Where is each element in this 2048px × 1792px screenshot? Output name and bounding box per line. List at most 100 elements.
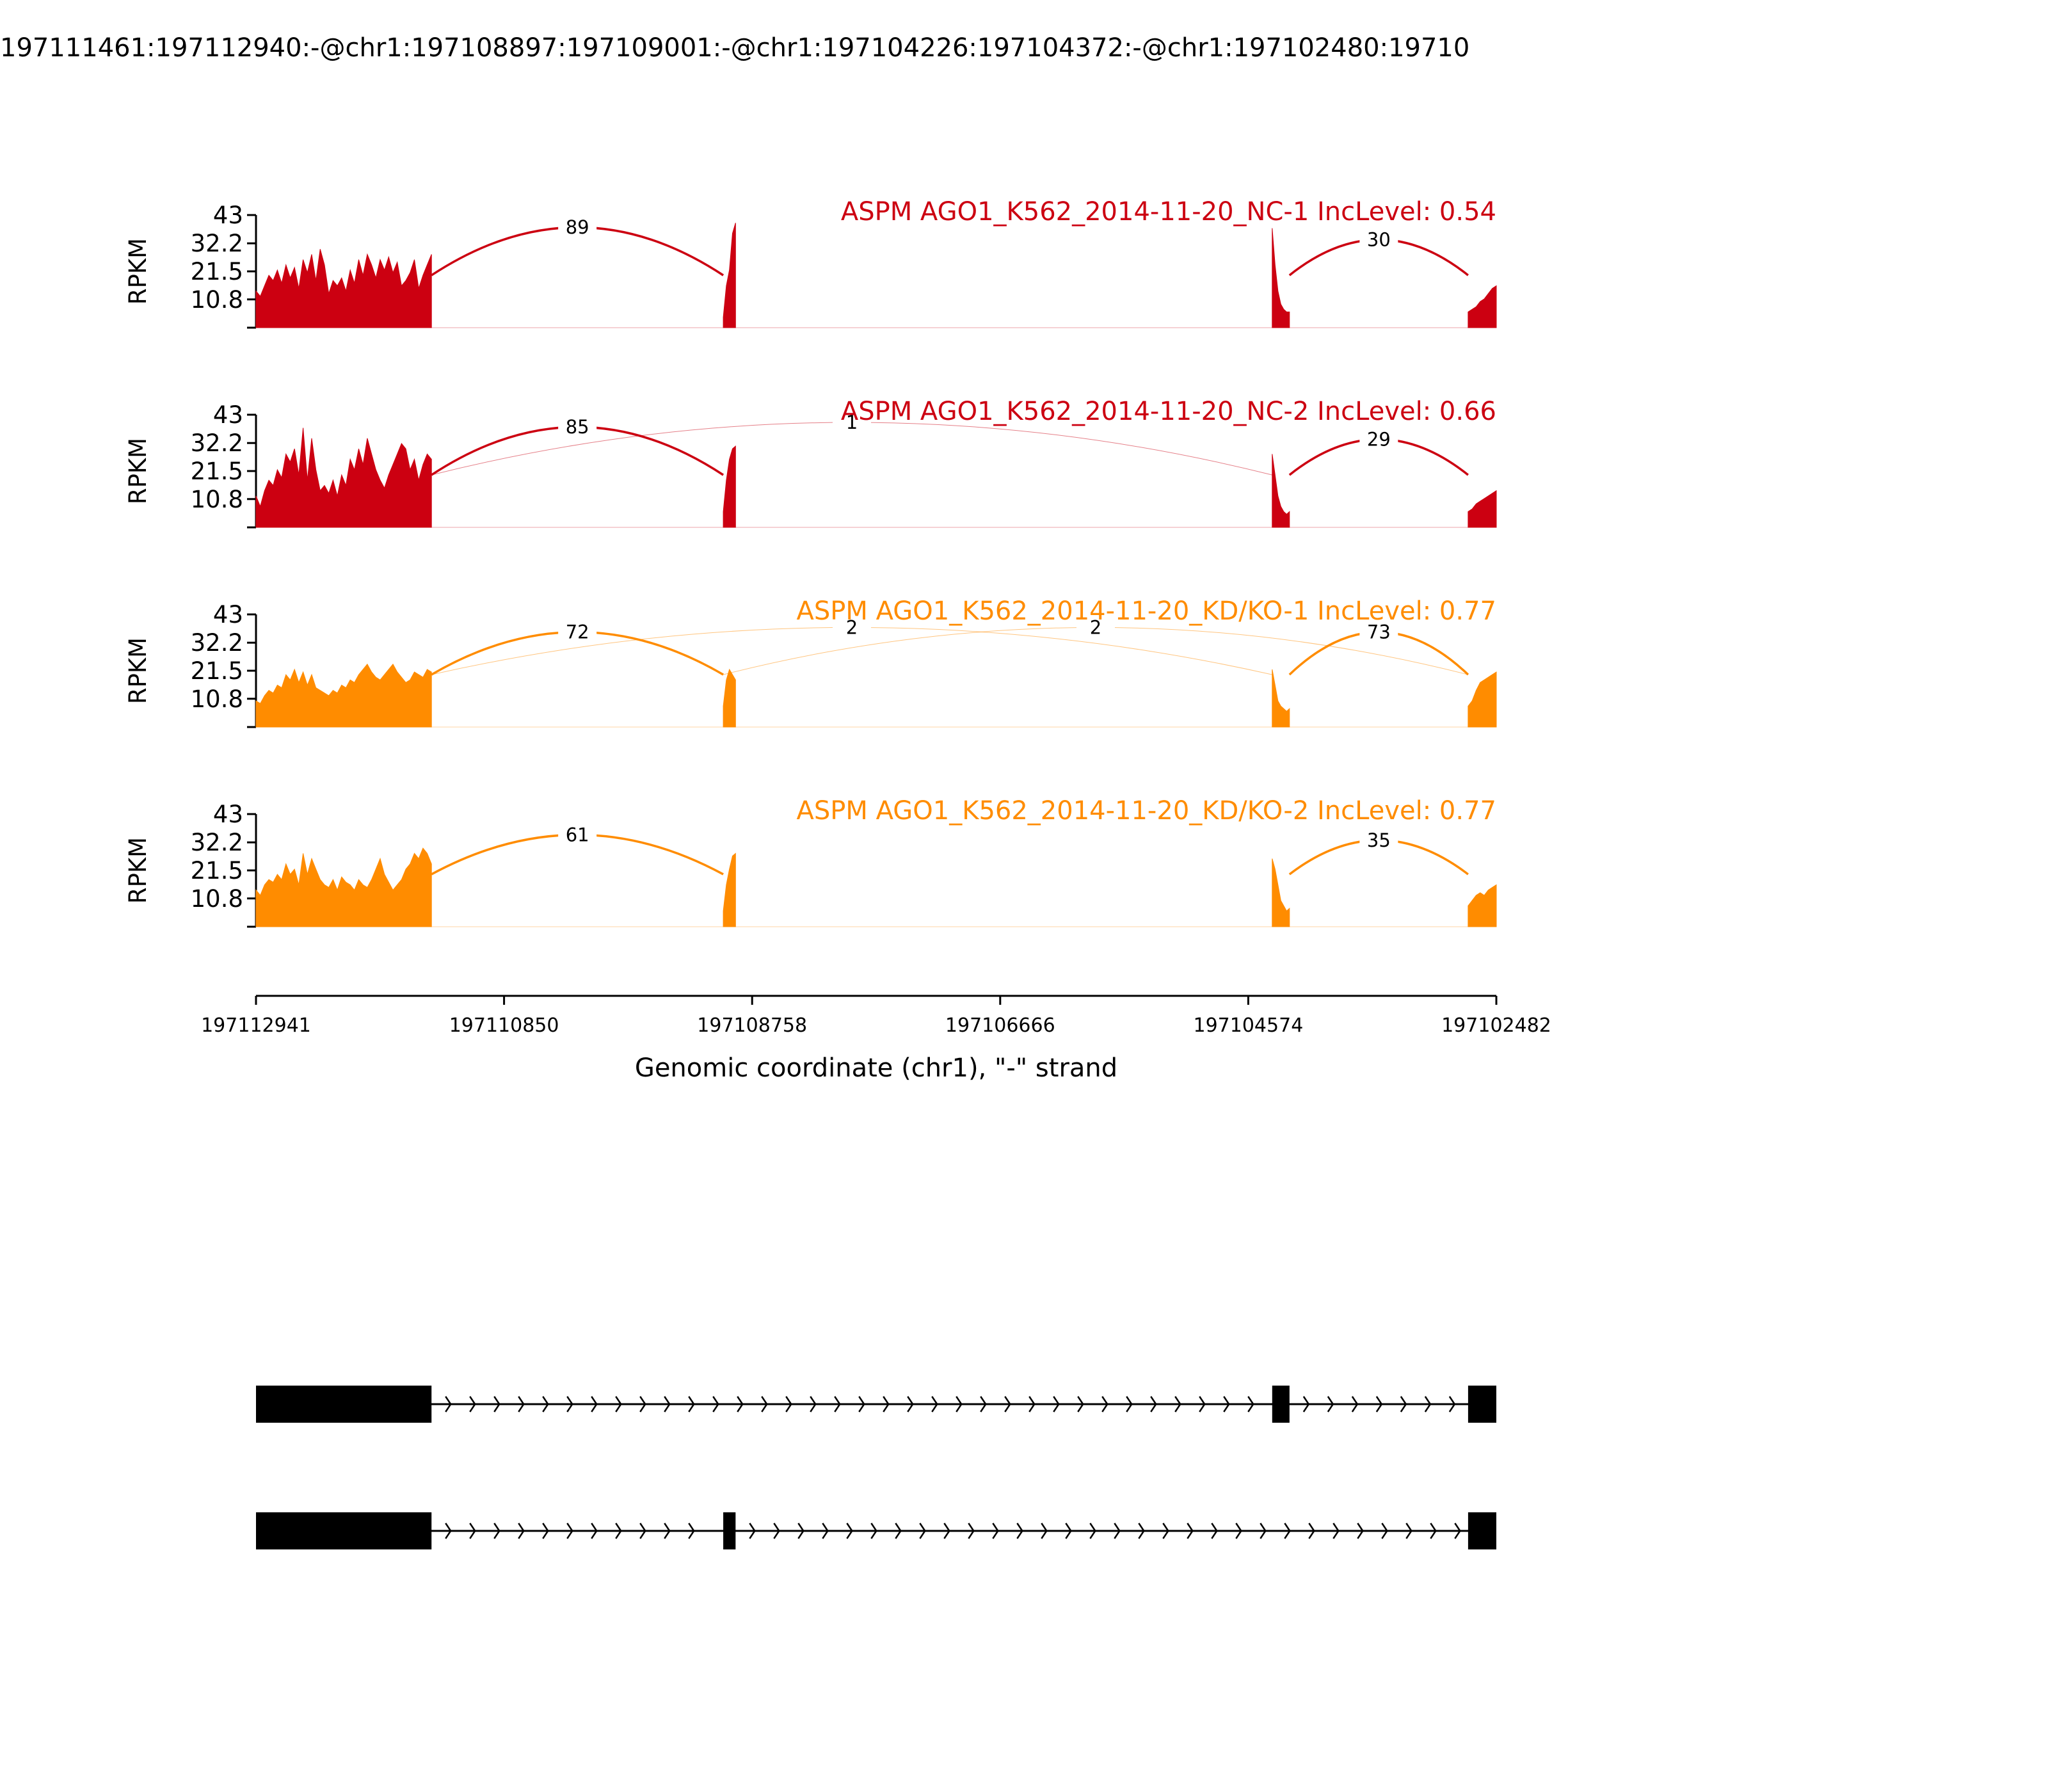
strand-arrow [1454,1523,1461,1539]
strand-arrow [518,1396,525,1412]
junction-label-bg [1359,829,1398,851]
strand-arrow [1235,1523,1242,1539]
strand-arrow [518,1523,525,1539]
junction-label: 73 [1367,621,1391,643]
strand-arrow [591,1396,598,1412]
x-tick-label: 197106666 [945,1014,1055,1037]
strand-arrow [664,1396,671,1412]
strand-arrow [749,1523,756,1539]
strand-arrow [1199,1396,1206,1412]
coverage-area [255,847,432,927]
strand-arrow [956,1396,963,1412]
y-tick-label: 21.5 [191,458,243,485]
strand-arrow [968,1523,975,1539]
junction-label: 2 [846,616,858,638]
junction-label: 29 [1367,428,1391,450]
strand-arrow [1260,1523,1267,1539]
junction-label: 89 [566,216,589,238]
strand-arrow [445,1396,452,1412]
y-axis-label: RPKM [124,438,152,504]
strand-arrow [1351,1396,1359,1412]
strand-arrow [943,1523,950,1539]
coverage-area [723,445,736,528]
junction-label: 30 [1367,228,1391,250]
junction-label-bg [1359,428,1398,451]
sample-title: ASPM AGO1_K562_2014-11-20_KD/KO-1 IncLev… [797,596,1496,626]
junction-label-bg [1076,616,1115,639]
sample-title: ASPM AGO1_K562_2014-11-20_NC-1 IncLevel:… [841,197,1496,227]
y-tick-label: 32.2 [191,829,243,856]
strand-arrow [1162,1523,1169,1539]
coverage-area [1272,454,1290,528]
y-axis-label: RPKM [124,637,152,704]
strand-arrow [1357,1523,1364,1539]
junction-label-bg [1359,228,1398,251]
strand-arrow [1327,1396,1334,1412]
strand-arrow [1308,1523,1315,1539]
exon-block [256,1386,432,1423]
strand-arrow [469,1523,476,1539]
x-tick-label: 197102482 [1441,1014,1551,1037]
strand-arrow [1150,1396,1157,1412]
strand-arrow [785,1396,792,1412]
strand-arrow [761,1396,768,1412]
strand-arrow [542,1396,549,1412]
y-tick-label: 43 [213,202,243,229]
x-tick-label: 197104574 [1194,1014,1304,1037]
strand-arrow [1430,1523,1437,1539]
coverage-area [723,852,736,927]
strand-arrow [615,1523,622,1539]
strand-arrow [445,1523,452,1539]
exon-block [723,1512,736,1549]
strand-arrow [992,1523,999,1539]
y-axis-label: RPKM [124,837,152,904]
isoform-model [256,1512,1496,1549]
strand-arrow [1424,1396,1432,1412]
isoform-model [256,1386,1496,1423]
strand-arrow [1381,1523,1388,1539]
junction-label-bg [833,412,872,433]
strand-arrow [664,1523,671,1539]
exon-block [1468,1386,1496,1423]
junction-label-bg [833,616,872,639]
coverage-area [1272,228,1290,328]
strand-arrow [907,1396,914,1412]
x-tick-label: 197112941 [201,1014,311,1037]
strand-arrow [1053,1396,1060,1412]
y-tick-label: 10.8 [191,486,243,513]
y-tick-label: 21.5 [191,258,243,285]
strand-arrow [870,1523,877,1539]
strand-arrow [1028,1396,1036,1412]
strand-arrow [1077,1396,1084,1412]
strand-arrow [591,1523,598,1539]
strand-arrow [615,1396,622,1412]
y-tick-label: 10.8 [191,685,243,713]
exon-block [1468,1512,1496,1549]
strand-arrow [1138,1523,1145,1539]
strand-arrow [1448,1396,1456,1412]
strand-arrow [1016,1523,1023,1539]
strand-arrow [858,1396,865,1412]
strand-arrow [566,1396,573,1412]
strand-arrow [639,1396,646,1412]
strand-arrow [1187,1523,1194,1539]
strand-arrow [895,1523,902,1539]
strand-arrow [1004,1396,1011,1412]
junction-label: 85 [566,416,589,438]
y-tick-label: 10.8 [191,885,243,913]
strand-arrow [639,1523,646,1539]
strand-arrow [919,1523,926,1539]
y-tick-label: 10.8 [191,286,243,314]
figure-title: 197111461:197112940:-@chr1:197108897:197… [0,33,1469,63]
y-tick-label: 43 [213,801,243,828]
strand-arrow [1400,1396,1407,1412]
strand-arrow [1405,1523,1412,1539]
junction-label: 2 [1090,616,1101,638]
y-tick-label: 32.2 [191,429,243,457]
strand-arrow [1101,1396,1108,1412]
coverage-area [1468,490,1497,528]
